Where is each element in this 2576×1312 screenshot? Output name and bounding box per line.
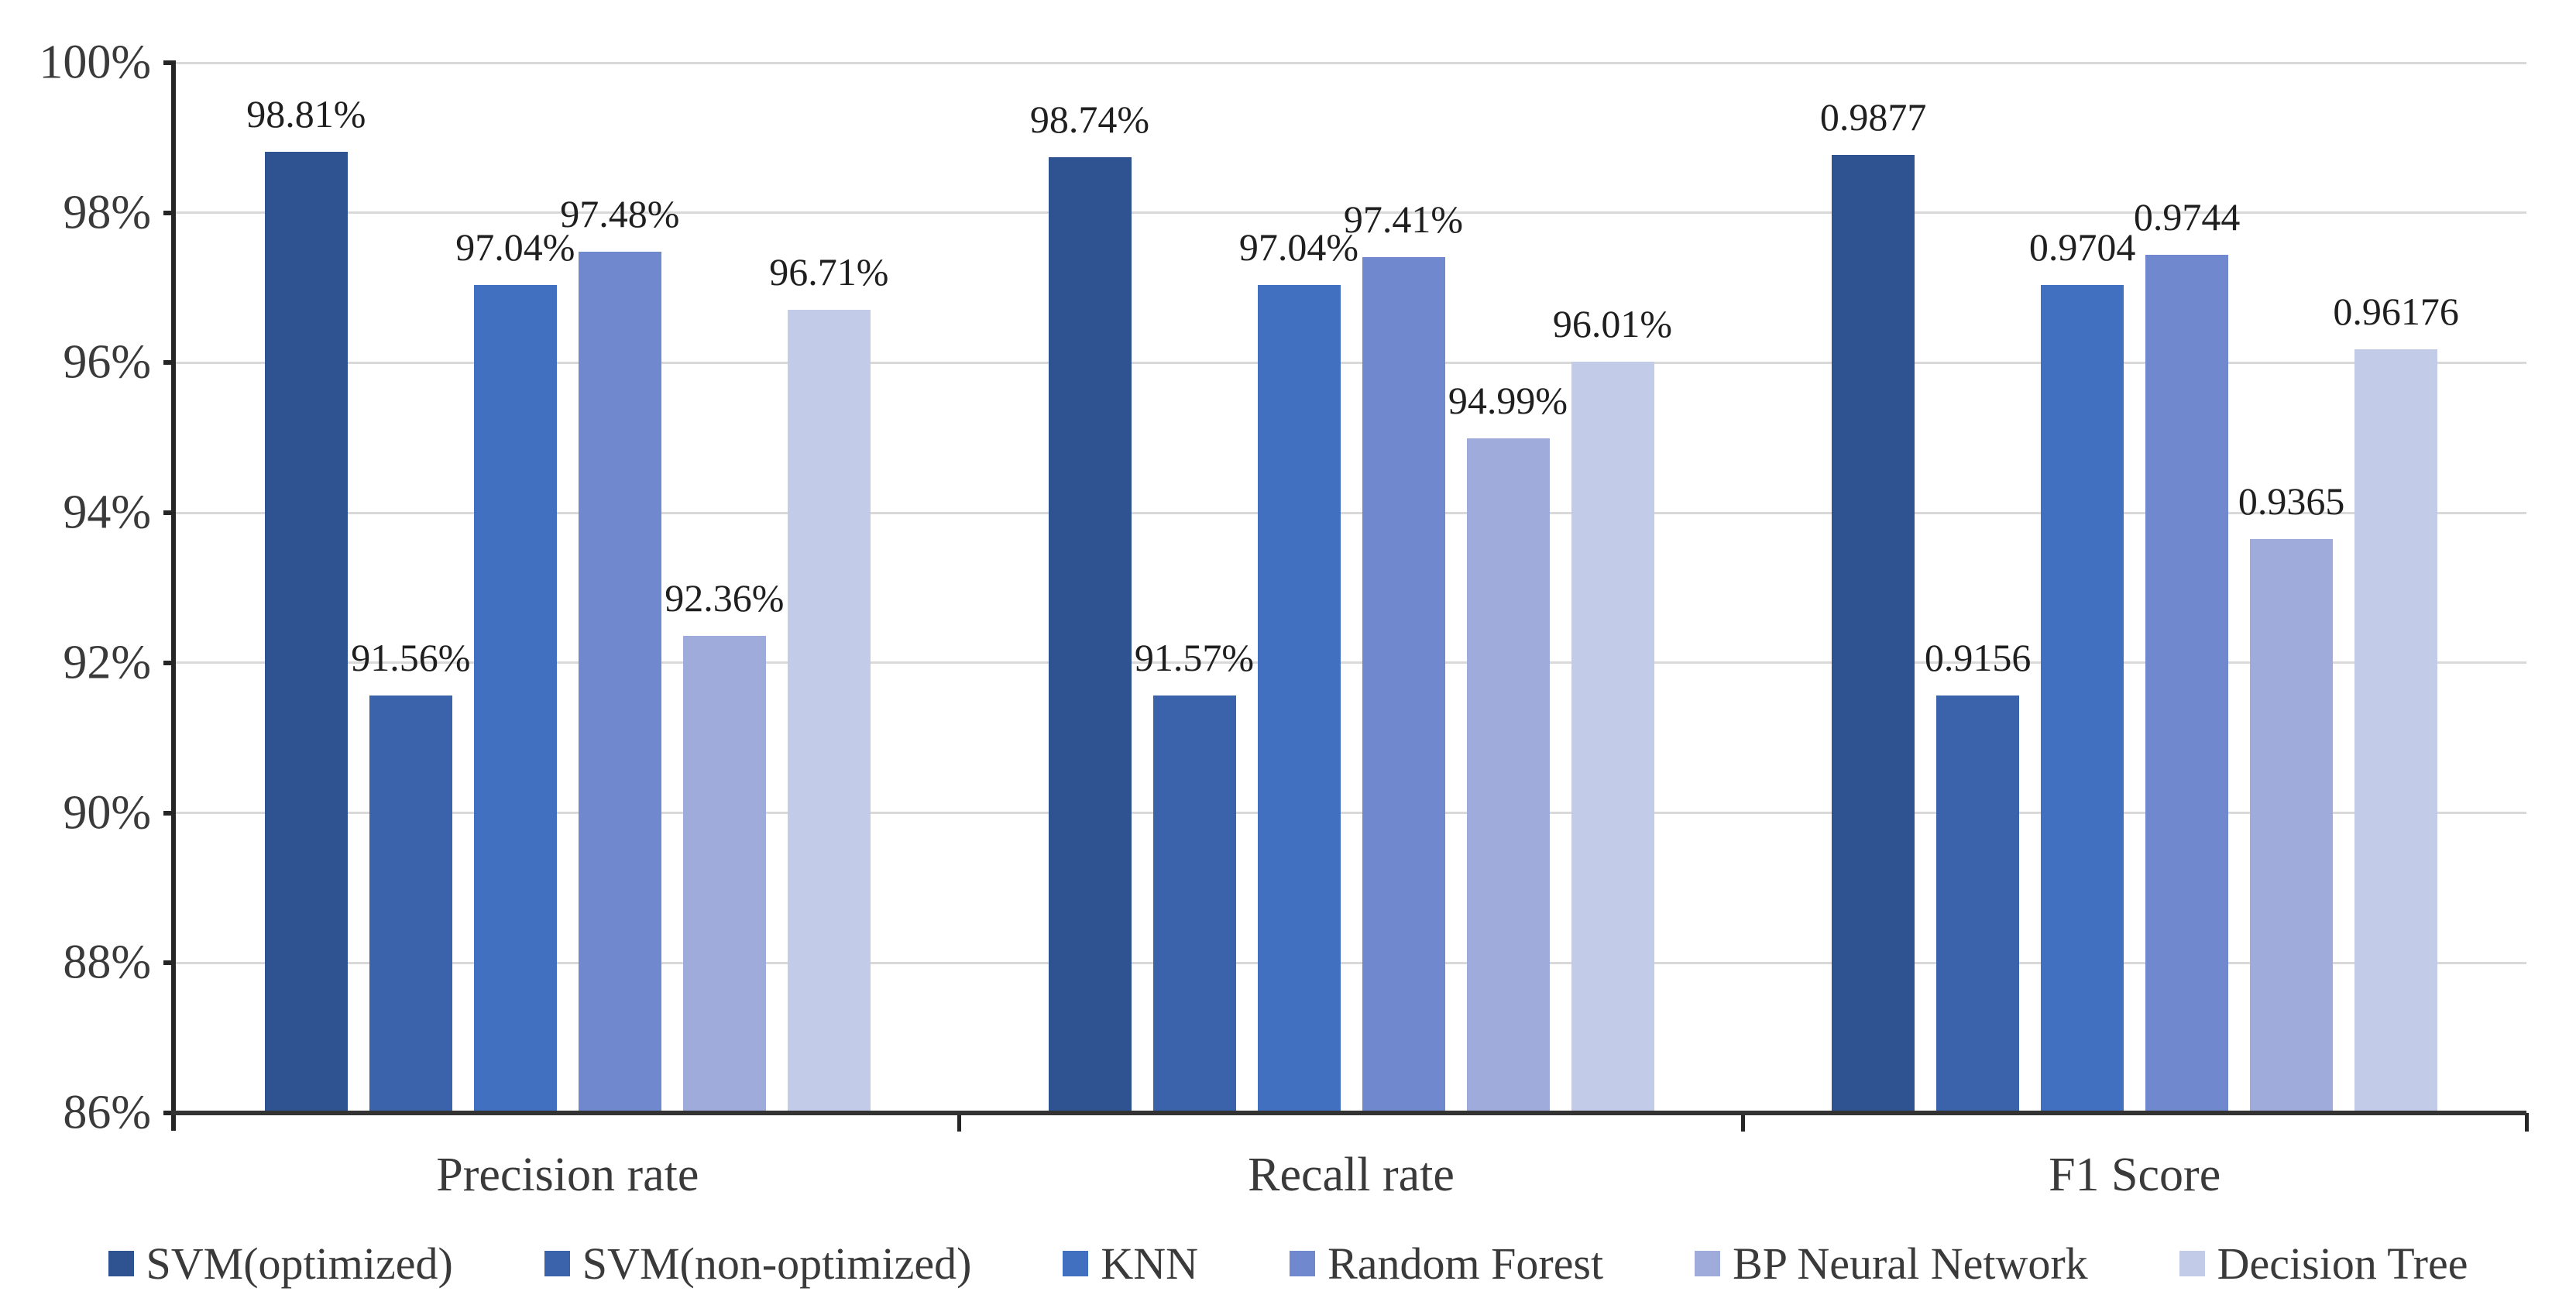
y-axis-tick-label: 86% [63, 1086, 151, 1139]
bar [473, 284, 557, 1113]
bar [1048, 157, 1132, 1113]
bar [682, 635, 766, 1113]
legend-marker-icon [544, 1250, 570, 1276]
x-axis-tick [957, 1113, 962, 1132]
bar-value-label: 91.57% [1134, 635, 1255, 679]
legend-item: KNN [1063, 1238, 1198, 1290]
gridline [176, 961, 2526, 964]
y-axis-tick-label: 94% [63, 486, 151, 539]
legend-item: SVM(non-optimized) [544, 1238, 972, 1290]
legend-item: Random Forest [1290, 1238, 1603, 1290]
x-axis-tick [1740, 1113, 1745, 1132]
bar-value-label: 0.9704 [2028, 225, 2136, 269]
legend-marker-icon [1290, 1250, 1316, 1276]
y-axis-tick [163, 510, 176, 516]
y-axis-tick [163, 660, 176, 665]
bar [1257, 284, 1341, 1113]
x-axis-category-label: Precision rate [436, 1149, 699, 1201]
legend-marker-icon [1063, 1250, 1089, 1276]
bar-value-label: 98.81% [246, 92, 366, 136]
legend-item: SVM(optimized) [108, 1238, 453, 1290]
bar-value-label: 0.9156 [1924, 636, 2032, 680]
x-axis-category-label: F1 Score [2049, 1149, 2221, 1201]
bar-value-label: 0.9744 [2133, 194, 2241, 239]
legend-label: Random Forest [1327, 1238, 1604, 1289]
x-axis-tick [2524, 1113, 2529, 1132]
bar-value-label: 0.9365 [2238, 479, 2345, 524]
legend-label: SVM(non-optimized) [582, 1238, 972, 1289]
bar [1936, 695, 2020, 1113]
bar-value-label: 92.36% [665, 575, 785, 620]
legend-item: Decision Tree [2179, 1238, 2468, 1290]
y-axis-tick [163, 810, 176, 816]
bar [2145, 254, 2229, 1113]
gridline [176, 661, 2526, 665]
gridline [176, 812, 2526, 815]
legend-marker-icon [2179, 1250, 2205, 1276]
y-axis-tick-label: 88% [63, 936, 151, 989]
legend-item: BP Neural Network [1695, 1238, 2088, 1290]
bar-value-label: 96.01% [1552, 302, 1673, 346]
legend-marker-icon [108, 1250, 134, 1276]
y-axis-tick [163, 210, 176, 215]
gridline [176, 511, 2526, 514]
y-axis-tick-label: 90% [63, 786, 151, 840]
legend: SVM(optimized) SVM(non-optimized) KNN Rando… [0, 1228, 2576, 1298]
legend-label: SVM(optimized) [146, 1238, 453, 1289]
y-axis-tick [163, 360, 176, 366]
bar-value-label: 0.9877 [1819, 95, 1927, 139]
bar-value-label: 97.48% [560, 192, 680, 236]
bar [1832, 155, 1915, 1113]
legend-label: BP Neural Network [1733, 1238, 2088, 1289]
bar [2354, 349, 2438, 1113]
bar [369, 695, 452, 1113]
bar [264, 152, 348, 1113]
bar [787, 309, 871, 1113]
bar-value-label: 94.99% [1448, 379, 1568, 423]
bar [1152, 695, 1236, 1113]
bar-value-label: 96.71% [769, 249, 889, 294]
y-axis-line [171, 60, 176, 1131]
bar [1362, 256, 1445, 1113]
legend-label: KNN [1101, 1238, 1199, 1289]
y-axis-tick [163, 1111, 176, 1115]
gridline [176, 61, 2526, 64]
gridline [176, 211, 2526, 215]
legend-marker-icon [1695, 1250, 1721, 1276]
bar [1571, 362, 1654, 1113]
bar-value-label: 0.96176 [2333, 290, 2459, 334]
bar [1466, 438, 1550, 1113]
bar [2250, 539, 2334, 1113]
y-axis-tick-label: 100% [39, 36, 151, 89]
bar [578, 252, 661, 1113]
bar-value-label: 97.41% [1343, 197, 1464, 241]
x-axis-line [171, 1111, 2526, 1115]
bar-value-label: 98.74% [1029, 98, 1150, 142]
bar-value-label: 97.04% [1238, 225, 1359, 269]
y-axis-tick [163, 960, 176, 966]
y-axis-tick-label: 98% [63, 186, 151, 239]
bar [2041, 284, 2124, 1113]
bar-value-label: 97.04% [455, 225, 575, 269]
y-axis-tick [163, 60, 176, 65]
y-axis-tick-label: 92% [63, 636, 151, 689]
bar-value-label: 91.56% [351, 636, 471, 680]
gridline [176, 361, 2526, 364]
legend-label: Decision Tree [2217, 1238, 2468, 1289]
y-axis-tick-label: 96% [63, 335, 151, 389]
x-axis-category-label: Recall rate [1248, 1149, 1455, 1201]
